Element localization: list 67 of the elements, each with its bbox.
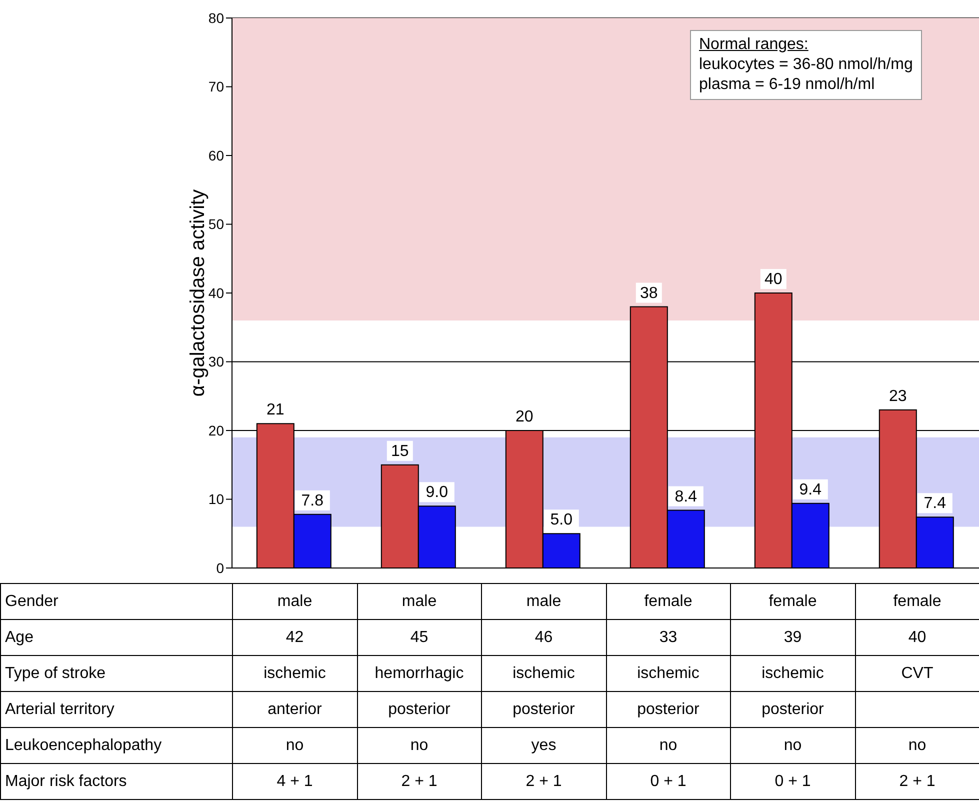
y-tick-label: 0 <box>216 560 224 576</box>
y-tick-label: 80 <box>208 10 224 26</box>
text: male <box>482 584 606 620</box>
text: posterior <box>482 692 606 728</box>
annotation: leukocytes = 36-80 nmol/h/mg <box>699 55 913 75</box>
text: 39 <box>730 620 855 656</box>
text: 46 <box>482 620 606 656</box>
text: anterior <box>232 692 357 728</box>
annotation: Normal ranges: <box>699 35 810 55</box>
text: Major risk factors <box>0 764 232 800</box>
text: 0 + 1 <box>606 764 730 800</box>
text: Type of stroke <box>0 656 232 692</box>
text: male <box>357 584 482 620</box>
text: 45 <box>357 620 482 656</box>
text: Age <box>0 620 232 656</box>
text: 2 + 1 <box>357 764 482 800</box>
y-tick-label: 20 <box>208 422 224 438</box>
data-label: 7.4 <box>924 495 946 512</box>
text: 42 <box>232 620 357 656</box>
y-tick-label: 50 <box>208 216 224 232</box>
text: Arterial territory <box>0 692 232 728</box>
text: female <box>730 584 855 620</box>
text: no <box>232 728 357 764</box>
text: ischemic <box>232 656 357 692</box>
text: hemorrhagic <box>357 656 482 692</box>
text: 2 + 1 <box>482 764 606 800</box>
data-label: 20 <box>516 408 534 426</box>
text: female <box>855 584 979 620</box>
data-label: 7.8 <box>301 492 324 510</box>
data-label: 9.0 <box>426 484 448 502</box>
text: Gender <box>0 584 232 620</box>
text: yes <box>482 728 606 764</box>
text: no <box>855 728 979 764</box>
text: no <box>606 728 730 764</box>
text: no <box>357 728 482 764</box>
text: female <box>606 584 730 620</box>
data-label: 8.4 <box>674 488 698 506</box>
text: 40 <box>855 620 979 656</box>
text: male <box>232 584 357 620</box>
text: 33 <box>606 620 730 656</box>
text: 4 + 1 <box>232 764 357 800</box>
annotation: plasma = 6-19 nmol/h/ml <box>699 75 876 95</box>
y-tick-label: 70 <box>208 78 224 95</box>
data-label: 9.4 <box>799 481 822 498</box>
text: 2 + 1 <box>855 764 979 800</box>
data-label: 23 <box>889 388 907 405</box>
text: CVT <box>855 656 979 692</box>
text: ischemic <box>730 656 855 692</box>
data-label: 21 <box>266 402 284 419</box>
y-tick-label: 30 <box>208 354 224 370</box>
text: ischemic <box>482 656 606 692</box>
text: Leukoencephalopathy <box>0 728 232 764</box>
y-axis-title: α-galactosidase activity <box>187 189 210 397</box>
text: posterior <box>606 692 730 728</box>
data-label: 38 <box>640 284 658 302</box>
y-tick-label: 10 <box>208 491 224 508</box>
text: posterior <box>730 692 855 728</box>
data-label: 5.0 <box>550 512 573 529</box>
normal-ranges-box: Normal ranges: leukocytes = 36-80 nmol/h/mg plasma = 6-19 nmol/h/ml <box>690 30 922 100</box>
y-tick-label: 40 <box>208 284 224 301</box>
text: ischemic <box>606 656 730 692</box>
data-label: 40 <box>764 271 782 288</box>
data-label: 15 <box>391 442 409 460</box>
text: 0 + 1 <box>730 764 855 800</box>
text: posterior <box>357 692 482 728</box>
y-tick-label: 60 <box>208 147 224 164</box>
text: no <box>730 728 855 764</box>
